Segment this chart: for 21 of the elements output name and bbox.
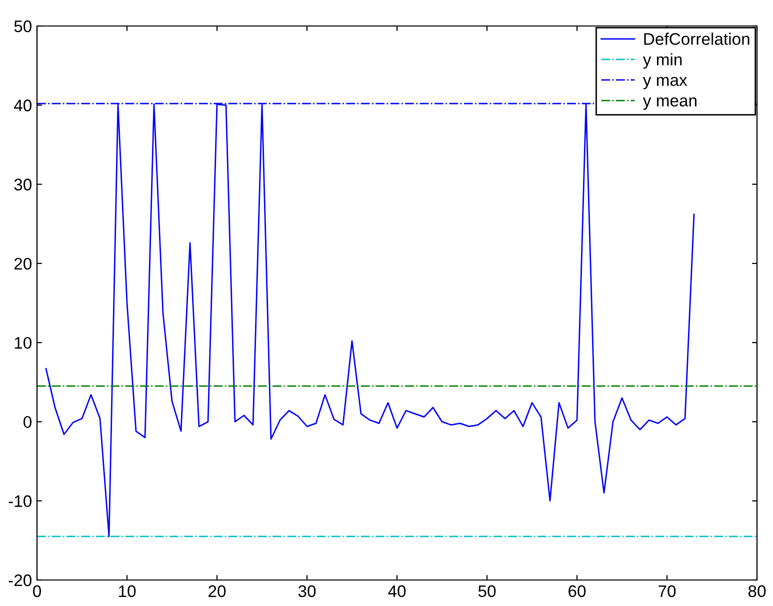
legend-label: DefCorrelation: [644, 32, 750, 45]
legend-label: y mean: [642, 97, 696, 110]
legend-label: y min: [642, 53, 682, 69]
x-tick-label: 0: [33, 585, 41, 598]
y-tick-label: 20: [14, 258, 32, 270]
x-tick-label: 20: [208, 585, 226, 598]
y-tick-label: 30: [14, 178, 32, 190]
legend-label: y max: [642, 76, 688, 90]
x-tick-label: 50: [478, 585, 496, 598]
x-tick-label: 40: [388, 585, 406, 598]
y-tick-label: -20: [8, 574, 32, 586]
y-tick-label: 10: [14, 336, 32, 349]
y-tick-label: 0: [24, 416, 32, 428]
x-tick-label: 30: [298, 585, 316, 598]
y-tick-label: 40: [14, 100, 32, 112]
x-tick-label: 80: [748, 585, 766, 598]
y-tick-label: 50: [14, 20, 32, 32]
x-tick-label: 70: [658, 585, 676, 598]
y-tick-label: -10: [8, 495, 32, 508]
x-tick-label: 10: [119, 585, 136, 598]
x-tick-label: 60: [568, 585, 586, 598]
